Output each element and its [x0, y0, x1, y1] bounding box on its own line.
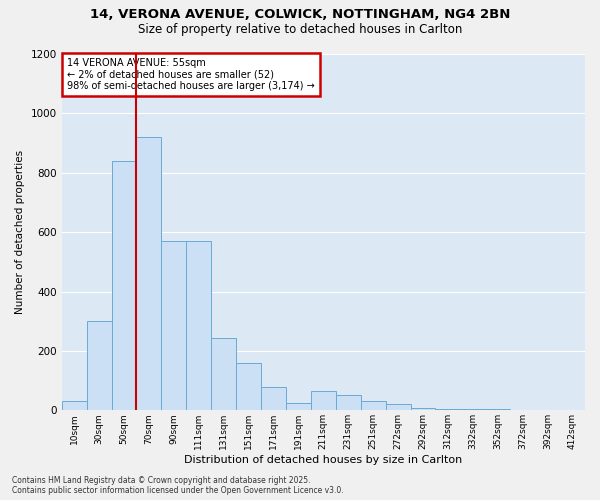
Bar: [311, 391, 336, 410]
Bar: [386, 404, 410, 410]
Bar: [161, 241, 186, 410]
Text: Contains HM Land Registry data © Crown copyright and database right 2025.
Contai: Contains HM Land Registry data © Crown c…: [12, 476, 344, 495]
Text: 14, VERONA AVENUE, COLWICK, NOTTINGHAM, NG4 2BN: 14, VERONA AVENUE, COLWICK, NOTTINGHAM, …: [90, 8, 510, 20]
Bar: [410, 408, 436, 410]
Bar: [336, 396, 361, 410]
Bar: [436, 409, 460, 410]
Bar: [186, 241, 211, 410]
Bar: [361, 402, 386, 410]
Text: 14 VERONA AVENUE: 55sqm
← 2% of detached houses are smaller (52)
98% of semi-det: 14 VERONA AVENUE: 55sqm ← 2% of detached…: [67, 58, 314, 91]
Bar: [286, 403, 311, 410]
X-axis label: Distribution of detached houses by size in Carlton: Distribution of detached houses by size …: [184, 455, 463, 465]
Text: Size of property relative to detached houses in Carlton: Size of property relative to detached ho…: [138, 22, 462, 36]
Bar: [112, 161, 136, 410]
Bar: [261, 386, 286, 410]
Bar: [236, 363, 261, 410]
Y-axis label: Number of detached properties: Number of detached properties: [15, 150, 25, 314]
Bar: [62, 402, 86, 410]
Bar: [211, 338, 236, 410]
Bar: [136, 137, 161, 410]
Bar: [86, 321, 112, 410]
